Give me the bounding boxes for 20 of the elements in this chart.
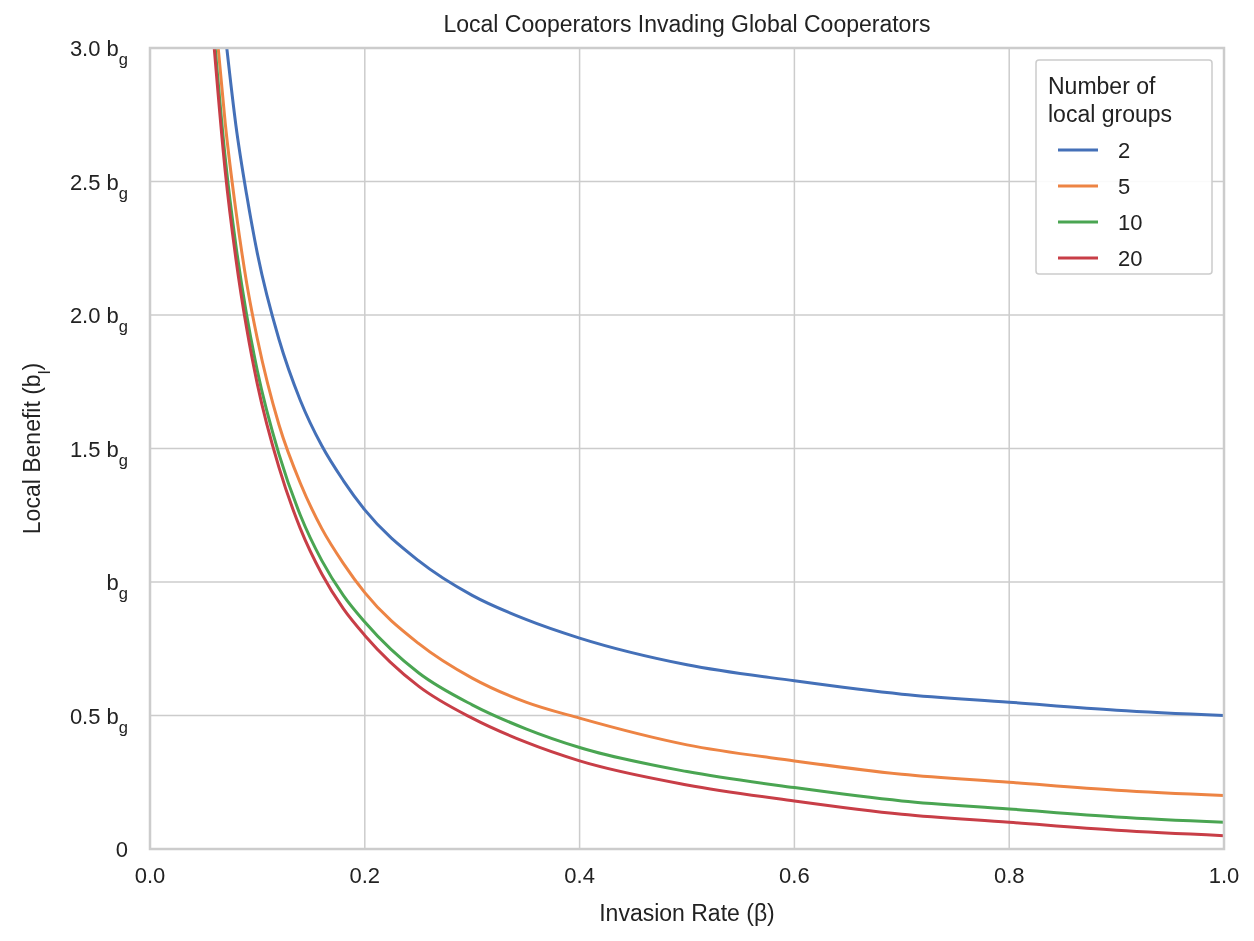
y-tick-label: 3.0 b$_{g}$ [69, 36, 128, 68]
legend-title: Number of local groups [1048, 73, 1173, 127]
x-tick-label: 0.4 [564, 863, 595, 888]
legend-label: 10 [1118, 210, 1143, 235]
y-tick-label: 2.5 b$_{g}$ [69, 169, 128, 202]
y-tick-label: b$_{g}$ [106, 570, 128, 602]
x-tick-label: 0.0 [134, 863, 166, 888]
y-tick-label: 1.5 b$_{g}$ [69, 436, 128, 469]
y-tick-label: 0 [115, 837, 128, 862]
x-tick-label: 0.6 [779, 863, 810, 888]
x-tick-label: 0.2 [349, 863, 381, 888]
legend-label: 5 [1118, 174, 1131, 199]
legend-label: 2 [1118, 138, 1131, 163]
x-tick-label: 0.8 [993, 863, 1025, 888]
y-tick-label: 2.0 b$_{g}$ [69, 303, 128, 335]
y-tick-label: 0.5 b$_{g}$ [69, 703, 128, 736]
x-axis-title: Invasion Rate (β) [599, 900, 775, 926]
x-tick-label: 1.0 [1208, 863, 1240, 888]
legend-label: 20 [1118, 246, 1143, 271]
chart-title: Local Cooperators Invading Global Cooperators [443, 11, 931, 37]
